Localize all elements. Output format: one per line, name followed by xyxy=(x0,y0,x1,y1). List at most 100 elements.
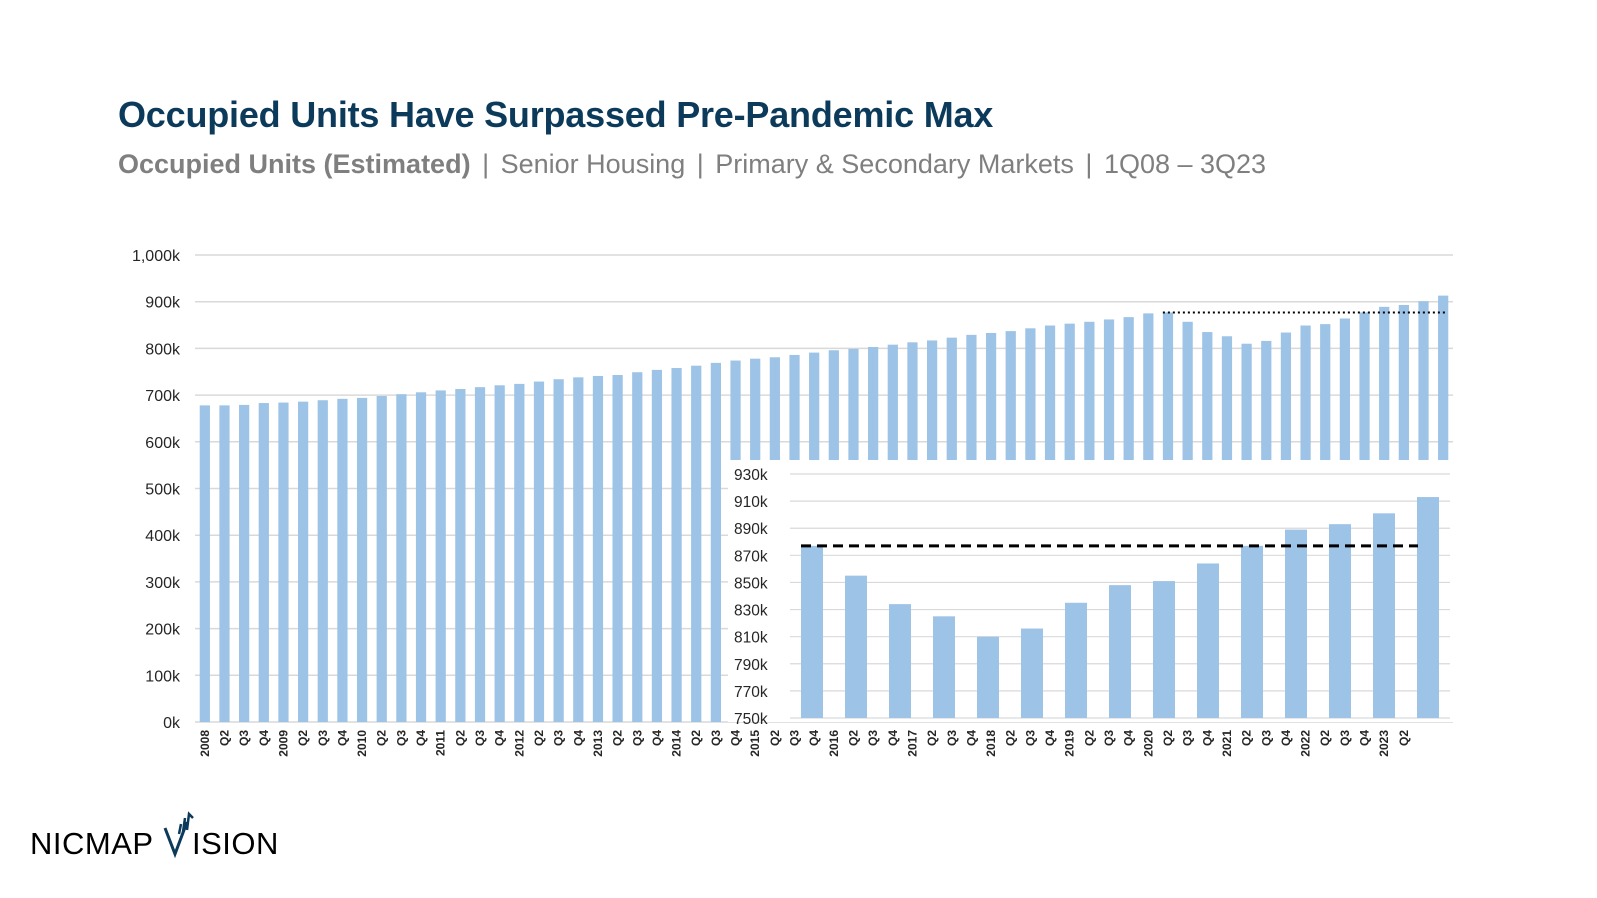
x-tick-label: 2011 xyxy=(434,730,448,756)
bar xyxy=(474,387,486,722)
logo-text-left: NICMAP xyxy=(30,826,154,861)
x-tick-label: Q3 xyxy=(788,730,802,746)
x-tick-label: Q4 xyxy=(414,730,428,746)
subtitle-separator: | xyxy=(696,149,704,179)
inset-bar xyxy=(1417,497,1439,718)
inset-y-tick-label: 930k xyxy=(734,467,768,484)
x-tick-label: Q4 xyxy=(886,730,900,746)
bar xyxy=(356,397,368,722)
x-tick-label: 2022 xyxy=(1299,730,1313,757)
x-tick-label: Q2 xyxy=(453,730,467,746)
x-tick-label: Q4 xyxy=(1358,730,1372,746)
x-tick-label: 2016 xyxy=(827,730,841,757)
x-tick-label: Q3 xyxy=(866,730,880,746)
x-tick-label: Q2 xyxy=(1161,730,1175,746)
subtitle-separator: | xyxy=(1085,149,1093,179)
x-tick-label: Q3 xyxy=(1181,730,1195,746)
x-tick-label: Q4 xyxy=(335,730,349,746)
y-tick-label: 800k xyxy=(145,341,181,358)
bar xyxy=(671,368,682,722)
y-tick-label: 100k xyxy=(145,668,181,685)
x-tick-label: Q4 xyxy=(807,730,821,746)
bar xyxy=(278,402,289,722)
x-tick-label: Q2 xyxy=(611,730,625,746)
bar xyxy=(435,390,446,722)
bar xyxy=(514,383,525,722)
subtitle-market: Primary & Secondary Markets xyxy=(715,149,1074,179)
x-tick-label: Q4 xyxy=(1122,730,1136,746)
x-tick-label: Q3 xyxy=(237,730,251,746)
x-tick-label: Q2 xyxy=(925,730,939,746)
subtitle-period: 1Q08 – 3Q23 xyxy=(1103,149,1267,179)
inset-y-tick-label: 910k xyxy=(734,494,768,511)
inset-bar xyxy=(889,604,911,718)
bar xyxy=(317,400,328,722)
x-tick-label: Q3 xyxy=(1023,730,1037,746)
bar xyxy=(337,398,348,722)
x-tick-label: Q4 xyxy=(493,730,507,746)
inset-y-tick-label: 890k xyxy=(734,521,768,538)
x-tick-label: 2012 xyxy=(512,730,526,757)
x-tick-label: 2017 xyxy=(905,730,919,757)
inset-bar xyxy=(1241,545,1263,718)
x-tick-label: Q4 xyxy=(1200,730,1214,746)
x-tick-label: Q3 xyxy=(1338,730,1352,746)
x-tick-label: 2008 xyxy=(198,730,212,757)
y-tick-label: 0k xyxy=(163,715,181,732)
inset-bar xyxy=(1109,585,1131,718)
bar xyxy=(455,389,466,722)
x-tick-label: Q3 xyxy=(394,730,408,746)
x-tick-label: 2019 xyxy=(1063,730,1077,757)
x-tick-label: 2023 xyxy=(1377,730,1391,757)
inset-bar xyxy=(977,636,999,718)
y-tick-label: 200k xyxy=(145,622,181,639)
x-tick-label: Q4 xyxy=(964,730,978,746)
x-tick-label: 2010 xyxy=(355,730,369,757)
x-tick-label: Q4 xyxy=(571,730,585,746)
y-tick-label: 300k xyxy=(145,575,181,592)
inset-bar xyxy=(1373,513,1395,718)
x-tick-label: Q4 xyxy=(1279,730,1293,746)
inset-bar xyxy=(1153,581,1175,718)
inset-bar xyxy=(1285,529,1307,718)
logo-mark: NICMAP ISION xyxy=(30,811,279,861)
x-tick-label: Q3 xyxy=(473,730,487,746)
y-tick-label: 500k xyxy=(145,482,181,499)
x-tick-label: Q2 xyxy=(768,730,782,746)
x-tick-label: Q3 xyxy=(945,730,959,746)
x-tick-label: Q2 xyxy=(217,730,231,746)
nic-map-vision-logo: NICMAP ISION xyxy=(30,808,290,864)
logo-text-right: ISION xyxy=(192,826,279,861)
x-tick-label: Q3 xyxy=(630,730,644,746)
x-tick-label: Q2 xyxy=(1240,730,1254,746)
bar xyxy=(258,403,269,722)
bar xyxy=(553,379,564,722)
inset-bar xyxy=(1329,524,1351,718)
inset-bar xyxy=(1065,602,1087,718)
x-tick-label: Q3 xyxy=(709,730,723,746)
inset-y-tick-label: 790k xyxy=(734,657,768,674)
subtitle-metric: Occupied Units (Estimated) xyxy=(118,149,471,179)
inset-bar xyxy=(1021,628,1043,718)
bar xyxy=(533,381,545,722)
x-tick-label: Q2 xyxy=(846,730,860,746)
x-tick-label: Q2 xyxy=(689,730,703,746)
y-tick-label: 1,000k xyxy=(132,248,181,265)
page-title: Occupied Units Have Surpassed Pre-Pandem… xyxy=(118,94,994,135)
bar xyxy=(239,404,250,722)
inset-bar xyxy=(933,616,955,718)
x-tick-label: 2014 xyxy=(670,730,684,757)
bar xyxy=(592,375,604,722)
inset-y-tick-label: 850k xyxy=(734,575,768,592)
inset-y-tick-label: 830k xyxy=(734,603,768,620)
inset-chart: 750k 770k 790k 810k 830k 850k 870k 890k 910k 930k xyxy=(728,460,1453,728)
y-tick-label: 700k xyxy=(145,388,181,405)
inset-y-tick-label: 810k xyxy=(734,630,768,647)
y-tick-label: 900k xyxy=(145,295,181,312)
bar xyxy=(651,369,663,722)
x-tick-label: 2009 xyxy=(276,730,290,757)
inset-y-tick-label: 870k xyxy=(734,548,768,565)
x-tick-label: Q3 xyxy=(552,730,566,746)
bar xyxy=(376,396,387,722)
